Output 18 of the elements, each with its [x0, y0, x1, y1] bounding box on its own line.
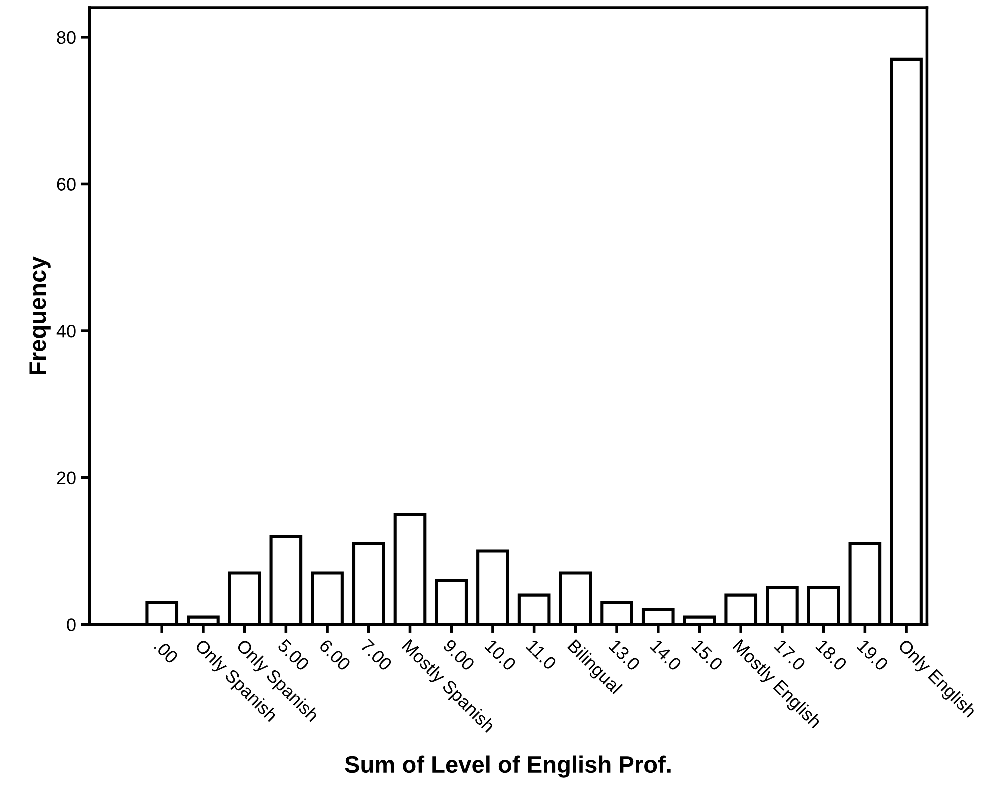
- y-tick-label: 80: [57, 31, 76, 44]
- x-tick-label: 9.00: [442, 638, 476, 672]
- y-axis-title: Frequency: [30, 256, 51, 374]
- x-tick-label: 14.0: [650, 639, 682, 672]
- y-tick-label: 20: [57, 472, 76, 485]
- x-tick-label: 15.0: [691, 639, 724, 672]
- y-tick-label: 40: [56, 324, 76, 338]
- x-tick-label: 10.0: [484, 639, 517, 672]
- x-tick-label: 5.00: [277, 638, 310, 672]
- x-tick-label: 17.0: [774, 639, 806, 672]
- x-tick-label: 18.0: [815, 639, 848, 672]
- y-tick-label: 60: [57, 178, 76, 191]
- x-axis-title: Sum of Level of English Prof.: [345, 756, 671, 778]
- x-tick-label: 6.00: [318, 638, 352, 672]
- x-tick-label: .00: [154, 639, 180, 664]
- x-tick-label: 19.0: [856, 639, 890, 672]
- x-tick-label: 11.0: [526, 639, 558, 671]
- y-tick-label: 0: [67, 618, 76, 632]
